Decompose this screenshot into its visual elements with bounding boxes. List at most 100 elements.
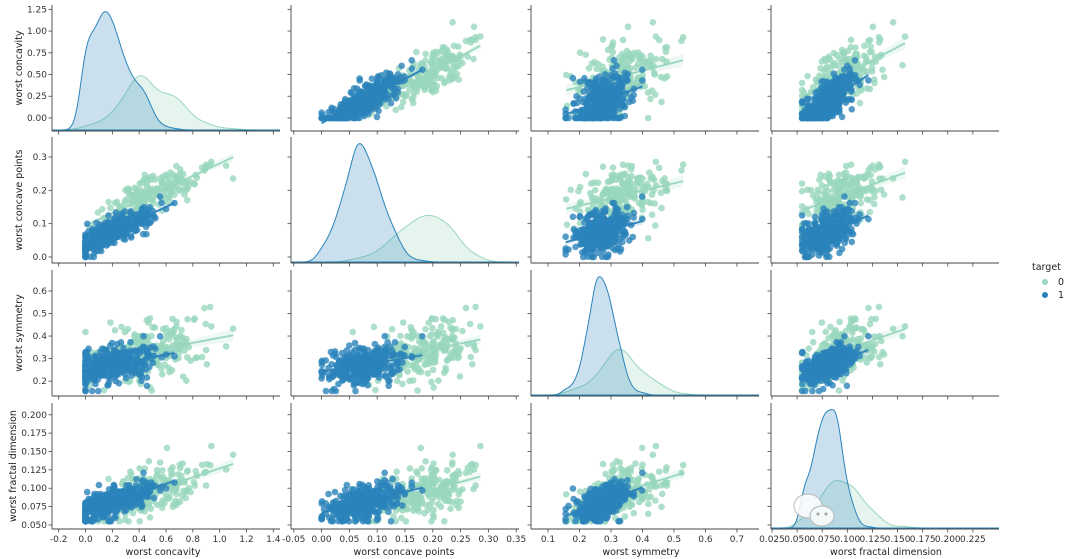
point-class-0 <box>408 327 416 334</box>
point-class-0 <box>435 331 443 338</box>
point-class-1 <box>591 113 598 121</box>
point-class-0 <box>849 336 856 343</box>
point-class-0 <box>170 325 178 333</box>
point-class-0 <box>822 328 830 336</box>
point-class-1 <box>117 339 125 346</box>
point-class-1 <box>382 355 389 362</box>
point-class-1 <box>142 366 150 373</box>
point-class-0 <box>149 324 156 331</box>
point-class-0 <box>409 99 417 107</box>
point-class-0 <box>588 180 595 187</box>
point-class-0 <box>582 170 590 178</box>
y-tick-label: 0.6 <box>33 287 48 297</box>
plot-area <box>798 158 909 261</box>
point-class-0 <box>422 325 429 333</box>
point-class-0 <box>576 49 584 56</box>
point-class-0 <box>467 353 475 361</box>
point-class-0 <box>649 19 657 26</box>
point-class-1 <box>599 242 606 249</box>
point-class-0 <box>148 196 156 203</box>
point-class-1 <box>799 98 806 106</box>
point-class-1 <box>577 241 584 248</box>
point-class-0 <box>678 167 685 174</box>
point-class-0 <box>655 164 663 172</box>
point-class-0 <box>428 349 436 356</box>
point-class-1 <box>107 237 115 245</box>
point-class-1 <box>828 215 836 223</box>
panel-worst-concavity-vs-worst-symmetry <box>527 5 759 135</box>
y-tick-label: 0.2 <box>33 186 47 196</box>
point-class-1 <box>366 369 373 377</box>
point-class-1 <box>138 359 146 366</box>
point-class-0 <box>159 325 167 333</box>
point-class-0 <box>658 98 665 106</box>
point-class-0 <box>846 173 853 181</box>
panel-worst-concave-points-vs-worst-fractal-dimension <box>767 137 999 267</box>
point-class-0 <box>869 23 877 31</box>
point-class-0 <box>470 343 478 350</box>
point-class-0 <box>865 167 872 174</box>
point-class-0 <box>869 162 877 169</box>
point-class-0 <box>175 349 183 356</box>
point-class-1 <box>843 81 850 88</box>
point-class-1 <box>613 205 620 213</box>
point-class-0 <box>830 49 838 57</box>
point-class-0 <box>826 172 834 180</box>
point-class-0 <box>604 178 612 186</box>
point-class-1 <box>815 245 823 252</box>
point-class-0 <box>118 323 125 331</box>
point-class-0 <box>99 205 106 213</box>
plot-area <box>318 303 484 395</box>
point-class-0 <box>648 57 656 64</box>
point-class-1 <box>97 240 105 248</box>
point-class-0 <box>860 68 868 76</box>
point-class-0 <box>113 198 121 206</box>
point-class-0 <box>582 51 590 58</box>
point-class-1 <box>848 238 856 246</box>
regression-line-class-1 <box>565 220 643 244</box>
point-class-0 <box>397 332 404 340</box>
point-class-1 <box>110 365 118 373</box>
point-class-0 <box>628 55 635 63</box>
point-class-0 <box>456 58 463 65</box>
point-class-1 <box>586 238 594 246</box>
point-class-1 <box>375 72 382 80</box>
point-class-1 <box>615 86 623 94</box>
point-class-0 <box>187 178 194 186</box>
point-class-0 <box>871 193 878 201</box>
point-class-0 <box>406 377 413 385</box>
regression-line-class-1 <box>85 351 175 372</box>
point-class-0 <box>435 58 443 66</box>
point-class-0 <box>618 171 625 178</box>
point-class-0 <box>625 50 633 58</box>
point-class-1 <box>322 387 330 395</box>
point-class-1 <box>91 352 99 360</box>
point-class-0 <box>818 319 826 326</box>
point-class-1 <box>838 113 846 121</box>
point-class-1 <box>865 215 872 223</box>
point-class-1 <box>388 368 396 376</box>
point-class-1 <box>137 370 144 377</box>
point-class-1 <box>800 220 808 228</box>
point-class-0 <box>872 315 880 323</box>
point-class-0 <box>838 46 846 54</box>
point-class-0 <box>814 186 822 194</box>
point-class-1 <box>351 339 359 347</box>
point-class-1 <box>851 199 859 207</box>
point-class-1 <box>105 212 112 219</box>
point-class-0 <box>165 335 173 343</box>
point-class-0 <box>798 92 806 100</box>
point-class-0 <box>593 195 600 202</box>
point-class-0 <box>148 332 155 340</box>
point-class-0 <box>875 33 883 41</box>
panel-worst-concavity-vs-worst-concavity: 0.000.250.500.751.001.25 <box>27 5 280 135</box>
point-class-0 <box>647 95 654 103</box>
point-class-1 <box>833 242 841 249</box>
point-class-0 <box>562 196 570 203</box>
point-class-1 <box>821 105 829 112</box>
point-class-1 <box>408 65 416 72</box>
point-class-1 <box>638 66 646 73</box>
kde-class-0 <box>52 75 280 131</box>
point-class-0 <box>222 162 230 169</box>
point-class-1 <box>385 382 393 390</box>
